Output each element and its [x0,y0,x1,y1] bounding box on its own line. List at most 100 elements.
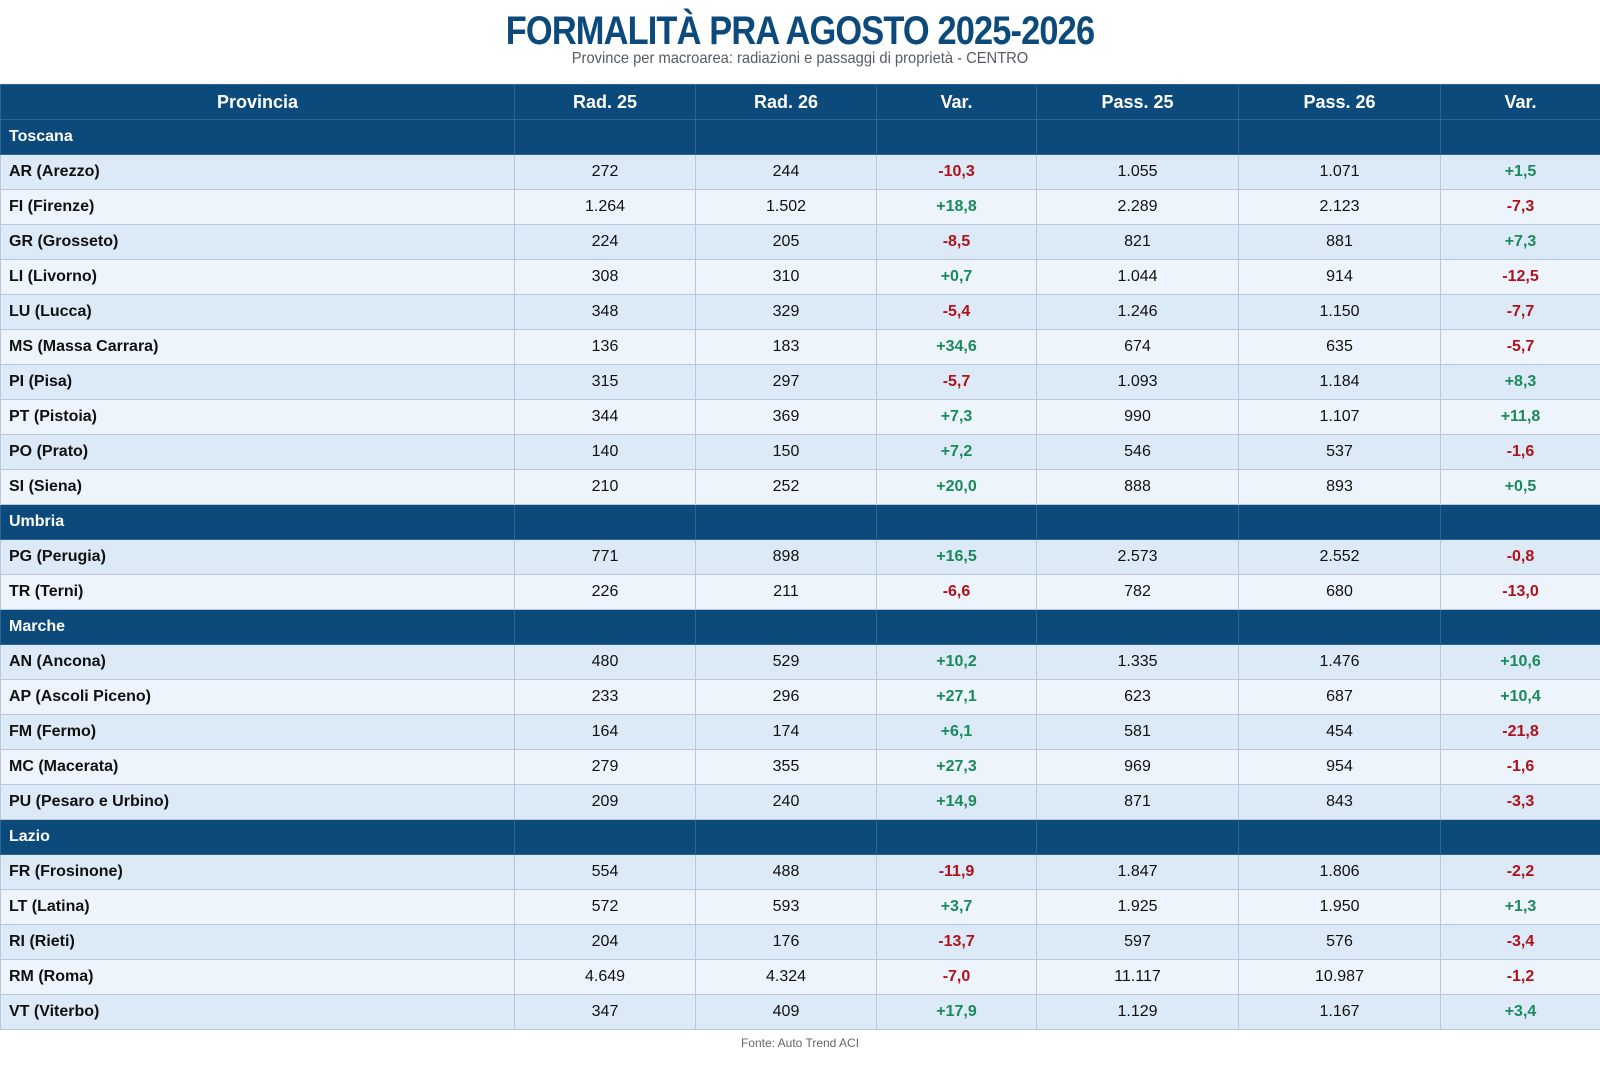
region-empty-cell [876,609,1037,645]
page-subtitle: Province per macroarea: radiazioni e pas… [571,50,1029,67]
rad-26-cell: 369 [695,399,877,435]
provincia-cell: AR (Arezzo) [0,154,515,190]
provincia-cell: RM (Roma) [0,959,515,995]
var-pass-cell: -7,7 [1440,294,1600,330]
rad-25-cell: 226 [514,574,696,610]
column-header-rad-26: Rad. 26 [695,84,877,120]
rad-26-cell: 4.324 [695,959,877,995]
provincia-cell: FI (Firenze) [0,189,515,225]
pass-26-cell: 635 [1238,329,1441,365]
pass-26-cell: 1.184 [1238,364,1441,400]
provincia-cell: TR (Terni) [0,574,515,610]
pass-25-cell: 1.129 [1036,994,1239,1030]
region-empty-cell [1036,609,1239,645]
rad-26-cell: 176 [695,924,877,960]
var-pass-cell: -1,6 [1440,749,1600,785]
rad-25-cell: 480 [514,644,696,680]
rad-25-cell: 272 [514,154,696,190]
region-header-row: Marche [0,609,1600,645]
rad-25-cell: 209 [514,784,696,820]
var-rad-cell: +3,7 [876,889,1037,925]
page-title: FORMALITÀ PRA AGOSTO 2025-2026 [505,9,1095,53]
region-empty-cell [514,504,696,540]
pass-25-cell: 2.289 [1036,189,1239,225]
pass-25-cell: 2.573 [1036,539,1239,575]
region-empty-cell [1440,119,1600,155]
table-row: LU (Lucca) 348 329 -5,4 1.246 1.150 -7,7 [0,294,1600,330]
provincia-cell: FM (Fermo) [0,714,515,750]
var-pass-cell: -21,8 [1440,714,1600,750]
table-row: PU (Pesaro e Urbino) 209 240 +14,9 871 843 -3,… [0,784,1600,820]
rad-25-cell: 140 [514,434,696,470]
var-rad-cell: -11,9 [876,854,1037,890]
var-rad-cell: +14,9 [876,784,1037,820]
rad-26-cell: 205 [695,224,877,260]
table-row: LI (Livorno) 308 310 +0,7 1.044 914 -12,5 [0,259,1600,295]
var-pass-cell: +10,4 [1440,679,1600,715]
rad-26-cell: 252 [695,469,877,505]
region-empty-cell [1238,119,1441,155]
pass-26-cell: 1.950 [1238,889,1441,925]
rad-25-cell: 554 [514,854,696,890]
pass-26-cell: 10.987 [1238,959,1441,995]
pass-26-cell: 537 [1238,434,1441,470]
var-rad-cell: +10,2 [876,644,1037,680]
pass-25-cell: 11.117 [1036,959,1239,995]
region-empty-cell [695,819,877,855]
provincia-cell: AN (Ancona) [0,644,515,680]
region-name: Umbria [0,504,515,540]
table-header: Provincia Rad. 25 Rad. 26 Var. Pass. 25 … [0,84,1600,120]
var-rad-cell: -7,0 [876,959,1037,995]
pass-25-cell: 623 [1036,679,1239,715]
source-note: Fonte: Auto Trend ACI [740,1036,860,1050]
var-pass-cell: -7,3 [1440,189,1600,225]
header-row: Provincia Rad. 25 Rad. 26 Var. Pass. 25 … [0,84,1600,120]
table-row: AR (Arezzo) 272 244 -10,3 1.055 1.071 +1,5 [0,154,1600,190]
pass-25-cell: 1.847 [1036,854,1239,890]
var-pass-cell: +11,8 [1440,399,1600,435]
region-empty-cell [695,609,877,645]
region-empty-cell [1036,819,1239,855]
rad-25-cell: 1.264 [514,189,696,225]
var-rad-cell: +20,0 [876,469,1037,505]
region-header-row: Lazio [0,819,1600,855]
column-header-pass-26: Pass. 26 [1238,84,1441,120]
var-pass-cell: +1,5 [1440,154,1600,190]
var-pass-cell: -0,8 [1440,539,1600,575]
var-rad-cell: +27,1 [876,679,1037,715]
var-pass-cell: +10,6 [1440,644,1600,680]
pass-25-cell: 782 [1036,574,1239,610]
pass-26-cell: 1.167 [1238,994,1441,1030]
pass-25-cell: 871 [1036,784,1239,820]
provincia-cell: LU (Lucca) [0,294,515,330]
rad-26-cell: 240 [695,784,877,820]
pass-25-cell: 990 [1036,399,1239,435]
var-rad-cell: -8,5 [876,224,1037,260]
var-rad-cell: -5,7 [876,364,1037,400]
pass-26-cell: 576 [1238,924,1441,960]
table-row: RM (Roma) 4.649 4.324 -7,0 11.117 10.987 -1,2 [0,959,1600,995]
pass-25-cell: 1.335 [1036,644,1239,680]
region-empty-cell [514,819,696,855]
pass-25-cell: 1.044 [1036,259,1239,295]
region-name: Toscana [0,119,515,155]
region-empty-cell [514,609,696,645]
pass-25-cell: 821 [1036,224,1239,260]
provincia-cell: VT (Viterbo) [0,994,515,1030]
region-name: Marche [0,609,515,645]
rad-25-cell: 771 [514,539,696,575]
var-rad-cell: +6,1 [876,714,1037,750]
rad-25-cell: 308 [514,259,696,295]
table-row: MS (Massa Carrara) 136 183 +34,6 674 635 -5,7 [0,329,1600,365]
var-pass-cell: -13,0 [1440,574,1600,610]
rad-26-cell: 593 [695,889,877,925]
rad-26-cell: 296 [695,679,877,715]
provincia-cell: LT (Latina) [0,889,515,925]
pass-25-cell: 546 [1036,434,1239,470]
var-pass-cell: -2,2 [1440,854,1600,890]
provincia-cell: PT (Pistoia) [0,399,515,435]
region-empty-cell [695,119,877,155]
region-empty-cell [876,504,1037,540]
region-empty-cell [1238,504,1441,540]
rad-26-cell: 488 [695,854,877,890]
